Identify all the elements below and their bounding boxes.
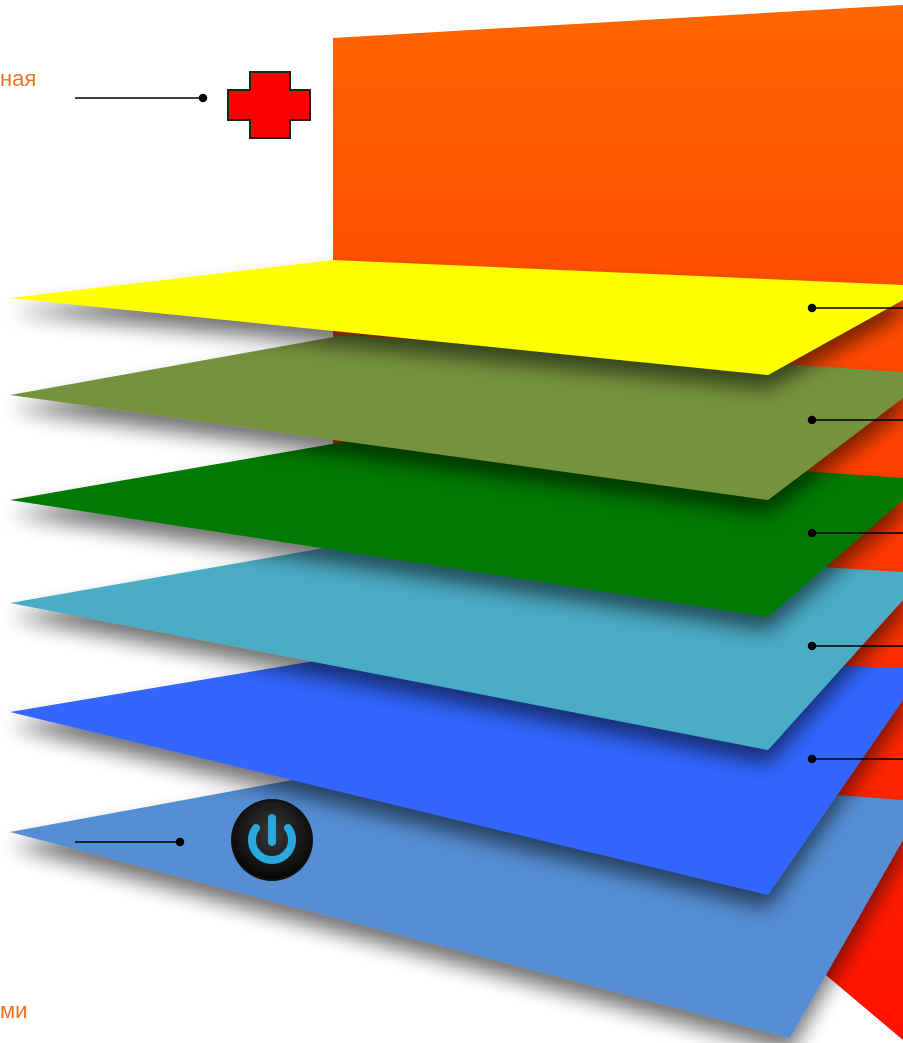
bottom-label: ми [0,998,27,1023]
power-icon [231,799,313,881]
top-label: ная [0,66,36,91]
layer-yellow [10,260,903,375]
bottom-connector [75,837,185,847]
layer-olive [10,335,903,500]
right-connectors [807,303,903,764]
red-cross-icon [227,71,311,139]
top-connector [75,93,208,103]
